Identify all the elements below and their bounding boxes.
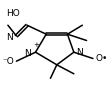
- Text: ⁻O: ⁻O: [3, 57, 14, 66]
- Text: +: +: [33, 42, 39, 48]
- Text: N: N: [6, 33, 13, 42]
- Text: N: N: [76, 48, 83, 57]
- Text: O•: O•: [95, 54, 107, 63]
- Text: N: N: [25, 49, 31, 58]
- Text: HO: HO: [6, 9, 19, 18]
